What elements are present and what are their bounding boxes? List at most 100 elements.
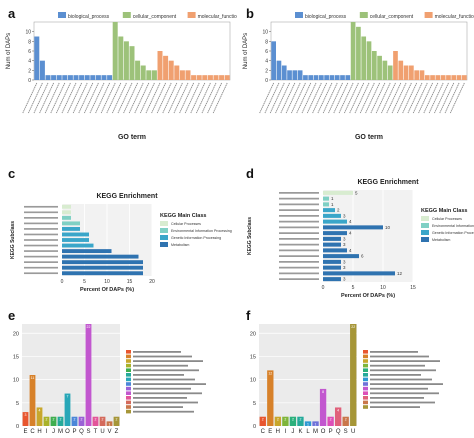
y-tick-label: 6 (265, 49, 268, 55)
y-tick-label: 5 (16, 401, 19, 407)
bar (101, 75, 107, 80)
x-tick-label: P (72, 429, 76, 435)
x-tick-label (259, 82, 275, 114)
bar (84, 75, 90, 80)
bar-value-label: 2 (284, 418, 286, 422)
x-tick-label: E (23, 429, 27, 435)
bar-value-label: 8 (322, 390, 324, 394)
chart-title: KEGG Enrichment (357, 179, 419, 186)
category-label (279, 261, 319, 263)
legend-label (133, 397, 187, 399)
bar (92, 416, 99, 426)
bar (303, 75, 308, 80)
x-tick-label: I (46, 429, 48, 435)
y-tick-label: 4 (265, 59, 268, 65)
bar-value-label: 4 (337, 408, 339, 412)
legend-label (133, 406, 183, 408)
y-tick-label: 2 (28, 68, 31, 74)
bar (36, 407, 43, 426)
bar (62, 75, 68, 80)
y-tick-label: 0 (265, 78, 268, 84)
bar (62, 210, 71, 215)
x-tick-label (33, 82, 49, 114)
bar (196, 75, 202, 80)
bar-value-label: 3 (343, 277, 346, 282)
x-tick-label: T (94, 429, 98, 435)
bar (377, 55, 382, 80)
x-tick-label: O (321, 429, 326, 435)
bar (62, 221, 80, 226)
x-tick-label (381, 82, 396, 114)
bar (71, 416, 78, 426)
y-axis-label: Num of DAPs (243, 33, 249, 69)
category-label (279, 238, 319, 240)
x-tick-label: U (351, 429, 355, 435)
x-tick-label: 10 (104, 279, 110, 285)
bar (174, 65, 180, 80)
x-tick-label (100, 82, 116, 114)
legend-label: molecular_function (435, 14, 474, 20)
panel-letter-b: b (246, 6, 254, 21)
bar (85, 324, 92, 426)
x-tick-label (123, 82, 139, 114)
x-tick-label (391, 82, 407, 114)
bar-value-label: 12 (397, 271, 403, 276)
x-tick-label: 10 (380, 285, 386, 291)
legend-title: KEGG Main Class (421, 208, 467, 214)
bar (274, 416, 282, 426)
bar (62, 238, 89, 242)
x-tick-label: 15 (410, 285, 416, 291)
bar (157, 51, 163, 80)
x-tick-label (269, 82, 285, 114)
x-tick-label (167, 82, 183, 114)
x-tick-label (449, 82, 465, 114)
category-label (24, 222, 58, 225)
legend-swatch (126, 405, 131, 409)
category-label (279, 243, 319, 246)
y-tick-label: 5 (253, 401, 256, 407)
legend-swatch (126, 354, 131, 359)
x-tick-label (117, 82, 133, 114)
bar-value-label: 2 (53, 418, 55, 422)
bar (79, 75, 85, 80)
x-tick-label: E (268, 429, 272, 435)
bar (62, 204, 71, 209)
bar (350, 324, 357, 426)
y-tick-label: 0 (28, 78, 31, 84)
x-tick-label: S (86, 429, 90, 435)
bar (129, 46, 135, 80)
legend-label: Environmental Information Processing (432, 224, 474, 228)
category-label (24, 217, 58, 219)
bar (361, 36, 367, 80)
bar (62, 243, 94, 248)
bar-value-label: 2 (345, 418, 347, 422)
bar (123, 41, 129, 80)
x-tick-label (162, 82, 178, 114)
legend-swatch (363, 368, 368, 372)
legend-swatch (363, 386, 368, 391)
legend-label (133, 410, 194, 413)
x-tick-label: 15 (127, 279, 133, 285)
bar (62, 232, 89, 237)
bar (57, 416, 64, 426)
bar (308, 75, 314, 80)
bar-value-label: 3 (343, 236, 346, 241)
bar (403, 65, 409, 80)
cog-bar-chart-e: 0 5 10 15 20 3 E 11 C 4 H 2 I 2 J 2 M 7 O 2 P 2 Q 22 S 2 T 2 U 1 V 2 Z (13, 324, 206, 435)
bar (323, 213, 341, 218)
x-tick-label (386, 82, 402, 114)
bar-value-label: 2 (74, 418, 76, 422)
bar-value-label: 4 (349, 219, 352, 224)
legend-swatch (160, 228, 168, 233)
legend-swatch (363, 391, 368, 395)
category-label (24, 211, 58, 214)
bar (118, 36, 124, 80)
bar (334, 407, 342, 426)
bar-value-label: 4 (349, 248, 352, 253)
x-tick-label (343, 82, 359, 114)
legend-label: Cellular Processes (171, 222, 201, 226)
x-tick-label: S (344, 429, 348, 435)
panel-letter-a: a (8, 6, 16, 21)
